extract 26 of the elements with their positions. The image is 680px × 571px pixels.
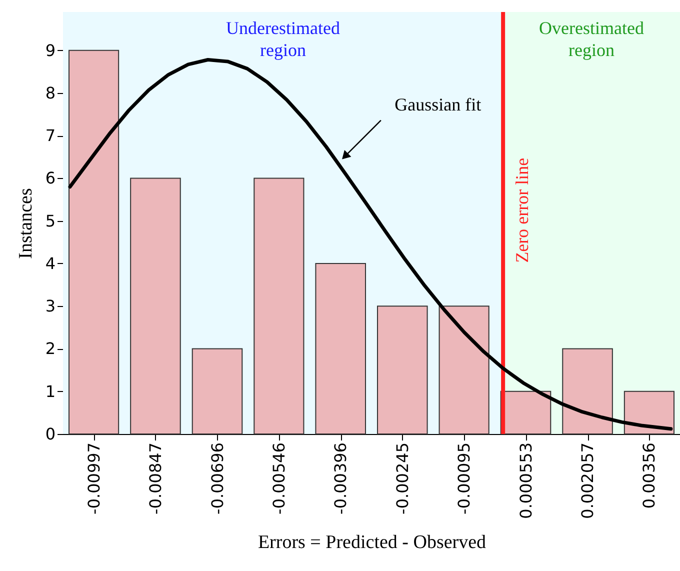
ref-line-label: Zero error line (512, 158, 532, 263)
x-axis-title: Errors = Predicted - Observed (258, 532, 487, 553)
x-tick-label: 0.000553 (516, 442, 536, 519)
x-tick-label: -0.00546 (269, 442, 288, 514)
x-tick-label: 0.002057 (578, 442, 598, 519)
y-tick-label: 6 (45, 168, 56, 188)
y-tick-label: 4 (45, 254, 56, 273)
band-label: Overestimated region (539, 18, 644, 60)
x-tick-label: -0.00245 (392, 442, 412, 514)
y-tick-label: 7 (45, 126, 56, 146)
y-tick-label: 5 (45, 211, 56, 230)
y-tick-label: 2 (45, 339, 56, 358)
y-tick-label: 9 (45, 40, 56, 60)
y-tick-label: 8 (45, 83, 56, 102)
y-axis-title: Instances (15, 188, 36, 259)
band-label: Underestimated region (226, 18, 340, 60)
y-tick-label: 0 (45, 424, 56, 444)
x-tick-label: -0.00847 (146, 442, 165, 514)
x-tick-label: -0.00396 (331, 442, 350, 514)
y-tick-label: 1 (45, 382, 56, 401)
annotation: Gaussian fit (394, 94, 482, 114)
y-tick-label: 3 (45, 296, 56, 316)
x-tick-label: 0.00356 (640, 442, 659, 509)
x-tick-label: -0.00696 (208, 442, 227, 514)
x-tick-label: -0.00095 (454, 442, 474, 514)
x-tick-label: -0.00997 (84, 442, 104, 514)
